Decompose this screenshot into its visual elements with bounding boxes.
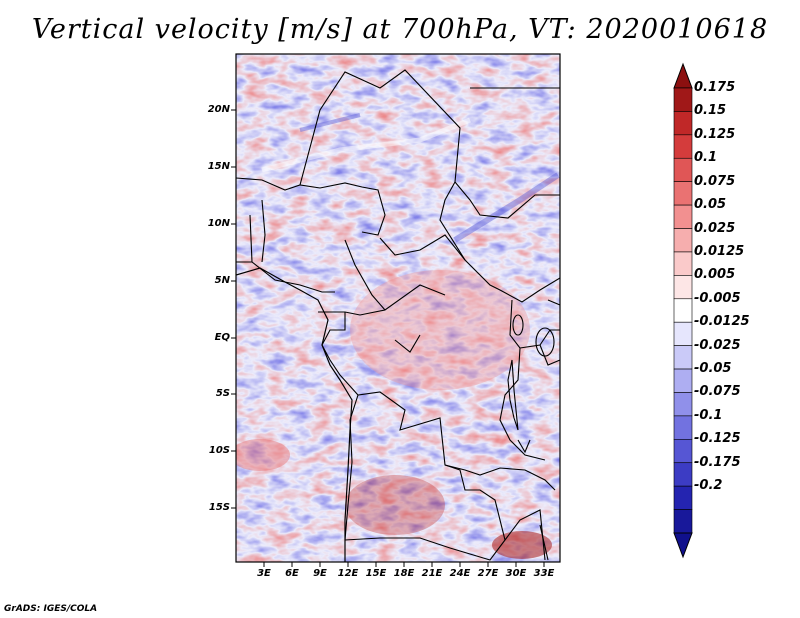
colorbar-label: -0.025 — [694, 337, 741, 353]
lon-label-15e: 15E — [365, 568, 387, 579]
colorbar-top-arrow — [673, 62, 693, 89]
colorbar-label: 0.15 — [694, 103, 727, 119]
map-frame — [235, 53, 561, 563]
lon-label-30e: 30E — [505, 568, 527, 579]
lon-label-18e: 18E — [393, 568, 415, 579]
lat-label-10n: 10N — [207, 218, 230, 229]
colorbar-segment — [673, 298, 693, 323]
colorbar-bottom-arrow — [673, 532, 693, 559]
colorbar-segment — [673, 181, 693, 206]
lat-label-5s: 5S — [215, 388, 230, 399]
colorbar-segment — [673, 275, 693, 300]
colorbar-label: -0.2 — [694, 478, 723, 494]
lon-label-6e: 6E — [285, 568, 299, 579]
colorbar-label: -0.005 — [694, 290, 741, 306]
lat-label-15s: 15S — [208, 502, 230, 513]
colorbar-label: 0.005 — [694, 267, 736, 283]
lat-label-10s: 10S — [208, 445, 230, 456]
colorbar — [673, 62, 693, 559]
lon-label-3e: 3E — [257, 568, 271, 579]
colorbar-segment — [673, 228, 693, 253]
lat-ticks — [231, 109, 236, 509]
colorbar-segment — [673, 392, 693, 417]
lakes — [507, 314, 555, 561]
lat-label-eq: EQ — [214, 332, 230, 343]
colorbar-label: 0.025 — [694, 220, 736, 236]
lat-label-20n: 20N — [207, 104, 230, 115]
colorbar-segment — [673, 321, 693, 346]
colorbar-segment — [673, 134, 693, 159]
grads-credit: GrADS: IGES/COLA — [4, 604, 98, 614]
colorbar-label: -0.125 — [694, 431, 741, 447]
colorbar-segment — [673, 509, 693, 534]
colorbar-segment — [673, 345, 693, 370]
coastline — [236, 267, 353, 562]
lon-ticks — [263, 562, 545, 567]
colorbar-segment — [673, 204, 693, 229]
colorbar-label: -0.0125 — [694, 314, 750, 330]
colorbar-segment — [673, 415, 693, 440]
colorbar-label: -0.1 — [694, 407, 723, 423]
country-borders — [236, 69, 560, 561]
velocity-field — [236, 54, 560, 562]
lon-label-27e: 27E — [477, 568, 499, 579]
colorbar-segment — [673, 439, 693, 464]
colorbar-segment — [673, 111, 693, 136]
lon-label-12e: 12E — [337, 568, 359, 579]
lon-label-33e: 33E — [533, 568, 555, 579]
colorbar-label: -0.05 — [694, 361, 732, 377]
colorbar-segment — [673, 87, 693, 112]
colorbar-label: -0.175 — [694, 454, 741, 470]
colorbar-segment — [673, 157, 693, 182]
lat-label-15n: 15N — [207, 161, 230, 172]
colorbar-segment — [673, 368, 693, 393]
colorbar-segment — [673, 462, 693, 487]
colorbar-label: 0.175 — [694, 80, 736, 95]
colorbar-label: 0.075 — [694, 173, 736, 189]
colorbar-segment — [673, 251, 693, 276]
lon-label-9e: 9E — [313, 568, 327, 579]
colorbar-label: -0.075 — [694, 384, 741, 400]
map-title: Vertical velocity [m/s] at 700hPa, VT: 2… — [31, 14, 769, 45]
colorbar-label: 0.125 — [694, 126, 736, 142]
colorbar-label: 0.0125 — [694, 243, 745, 259]
lat-label-5n: 5N — [214, 275, 230, 286]
lon-label-24e: 24E — [449, 568, 471, 579]
colorbar-label: 0.1 — [694, 150, 718, 166]
colorbar-segment — [673, 485, 693, 510]
lon-label-21e: 21E — [421, 568, 443, 579]
colorbar-label: 0.05 — [694, 197, 727, 213]
